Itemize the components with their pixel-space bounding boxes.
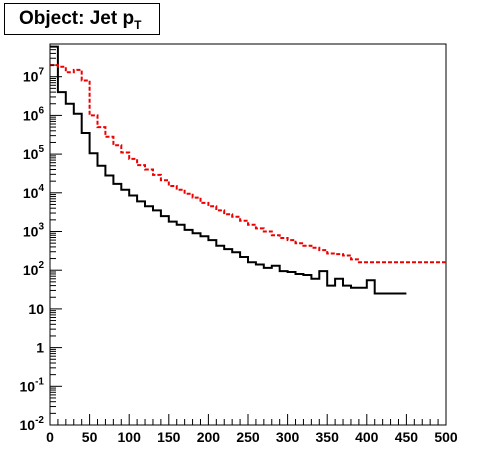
labels-layer: 0 50 100 150 200 250 300 350 400 450 50010-210-111… [20, 67, 458, 445]
y-tick-base: 10 [23, 107, 39, 123]
x-tick-label: 150 [157, 429, 181, 445]
y-tick-label: 106 [23, 105, 45, 123]
y-tick-label: 10 [28, 301, 44, 317]
x-tick-label: 450 [395, 429, 419, 445]
x-tick-label: 50 [82, 429, 98, 445]
ticks-layer [49, 43, 447, 426]
x-tick-label: 250 [236, 429, 260, 445]
x-tick-label: 350 [316, 429, 340, 445]
y-tick-exponent: 5 [38, 144, 44, 155]
chart-title: Object: Jet pT [19, 8, 142, 32]
y-tick-exponent: -1 [35, 376, 44, 387]
x-tick-label: 400 [355, 429, 379, 445]
x-tick-label: 200 [197, 429, 221, 445]
plot-frame [49, 43, 447, 426]
y-tick-exponent: 2 [38, 260, 44, 271]
x-tick-label: 500 [434, 429, 458, 445]
y-tick-exponent: 6 [38, 105, 44, 116]
series-solid-line [50, 45, 407, 295]
y-tick-label: 10-2 [20, 415, 45, 433]
y-tick-base: 10 [20, 378, 36, 394]
y-tick-label: 103 [23, 222, 45, 240]
x-tick-label: 100 [118, 429, 142, 445]
chart-title-subscript: T [134, 18, 142, 32]
y-tick-base: 10 [23, 262, 39, 278]
y-tick-label: 107 [23, 67, 45, 85]
y-tick-base: 1 [36, 340, 44, 356]
y-tick-base: 10 [23, 69, 39, 85]
y-tick-base: 10 [23, 224, 39, 240]
y-tick-base: 10 [28, 301, 44, 317]
y-tick-base: 10 [20, 417, 36, 433]
y-tick-exponent: 7 [38, 67, 44, 78]
chart-title-box: Object: Jet pT [4, 3, 160, 35]
y-tick-label: 10-1 [20, 376, 45, 394]
y-tick-base: 10 [23, 146, 39, 162]
y-tick-label: 105 [23, 144, 45, 162]
x-tick-label: 300 [276, 429, 300, 445]
series-dashed-line [50, 64, 446, 264]
y-tick-label: 1 [36, 340, 44, 356]
y-tick-base: 10 [23, 185, 39, 201]
y-tick-exponent: 3 [38, 222, 44, 233]
y-tick-exponent: 4 [38, 183, 44, 194]
y-tick-label: 104 [23, 183, 45, 201]
x-tick-label: 0 [46, 429, 54, 445]
y-tick-exponent: -2 [35, 415, 44, 426]
y-tick-label: 102 [23, 260, 45, 278]
series-layer [50, 45, 446, 295]
